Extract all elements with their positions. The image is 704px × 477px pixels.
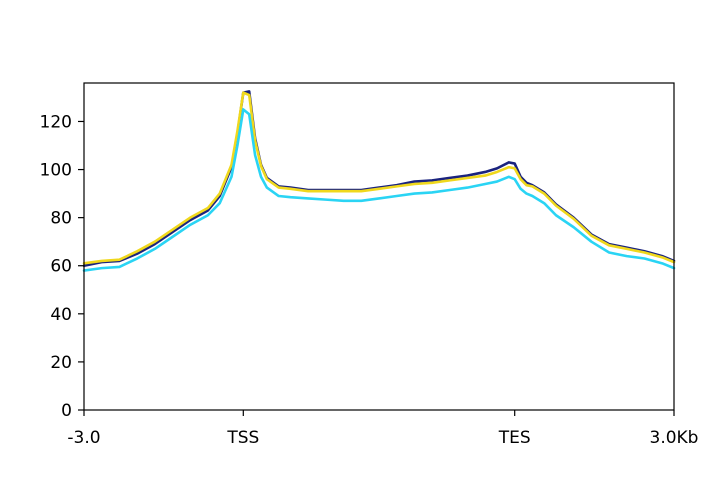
y-tick-label: 0 — [61, 401, 72, 421]
series-line-2 — [82, 91, 676, 265]
y-tick-label: 100 — [40, 161, 72, 181]
x-tick-label: 3.0Kb — [650, 428, 699, 448]
y-axis: 0 20 40 60 80 100 120 — [40, 112, 84, 421]
y-tick-label: 60 — [50, 257, 72, 277]
x-tick-label: TES — [498, 428, 531, 448]
series-line-3 — [82, 108, 676, 272]
x-tick-label: TSS — [226, 428, 259, 448]
x-tick-label: -3.0 — [67, 428, 100, 448]
y-tick-label: 80 — [50, 209, 72, 229]
x-axis: -3.0 TSS TES 3.0Kb — [67, 410, 698, 448]
plot-frame — [83, 82, 675, 411]
series-layer — [82, 90, 676, 272]
y-tick-label: 120 — [40, 112, 72, 132]
y-tick-label: 40 — [50, 305, 72, 325]
y-tick-label: 20 — [50, 353, 72, 373]
